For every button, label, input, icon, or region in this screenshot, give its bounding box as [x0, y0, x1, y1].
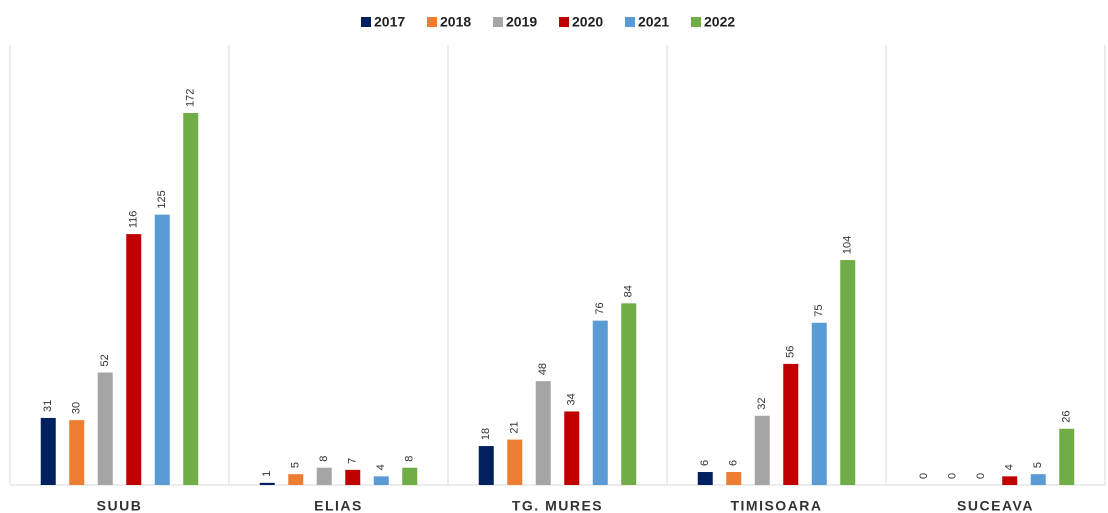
- value-label: 1: [261, 471, 273, 477]
- bar: [697, 472, 713, 485]
- value-label: 7: [347, 458, 359, 464]
- legend-label: 2019: [506, 14, 537, 30]
- bar: [811, 322, 827, 485]
- value-label: 6: [728, 460, 740, 466]
- value-label: 76: [594, 302, 606, 314]
- legend-swatch: [625, 17, 635, 27]
- value-label: 6: [699, 460, 711, 466]
- value-label: 8: [404, 456, 416, 462]
- legend-label: 2020: [572, 14, 603, 30]
- category-label: SUCEAVA: [957, 498, 1034, 513]
- value-label: 30: [71, 402, 83, 414]
- bar: [154, 214, 170, 485]
- bar: [97, 372, 113, 485]
- bar: [183, 113, 199, 485]
- bar: [316, 467, 332, 485]
- value-label: 75: [813, 305, 825, 317]
- bar: [507, 439, 523, 485]
- bar: [402, 467, 418, 485]
- value-label: 21: [509, 421, 521, 433]
- value-label: 34: [566, 393, 578, 405]
- bar: [754, 415, 770, 485]
- category-label: SUUB: [97, 498, 143, 513]
- bar: [564, 411, 580, 485]
- value-label: 56: [785, 346, 797, 358]
- value-label: 4: [375, 464, 387, 470]
- bar: [783, 363, 799, 485]
- value-label: 84: [623, 285, 635, 297]
- bar: [1059, 428, 1075, 485]
- value-label: 116: [128, 211, 140, 229]
- value-label: 26: [1061, 411, 1073, 423]
- value-label: 18: [480, 428, 492, 440]
- legend-label: 2022: [704, 14, 735, 30]
- bar: [478, 446, 494, 485]
- value-label: 31: [42, 400, 54, 412]
- category-label: ELIAS: [314, 498, 363, 513]
- bar: [126, 234, 142, 485]
- value-label: 8: [318, 456, 330, 462]
- value-label: 0: [947, 473, 959, 479]
- legend-swatch: [691, 17, 701, 27]
- bar: [345, 469, 361, 485]
- value-label: 5: [290, 462, 302, 468]
- legend-label: 2017: [374, 14, 405, 30]
- value-label: 0: [918, 473, 930, 479]
- bar: [726, 472, 742, 485]
- bar: [69, 420, 85, 485]
- bar: [40, 417, 56, 485]
- bar: [288, 474, 304, 485]
- value-label: 32: [756, 398, 768, 410]
- bar: [621, 303, 637, 485]
- value-label: 172: [185, 89, 197, 107]
- value-label: 4: [1004, 464, 1016, 470]
- bar: [840, 260, 856, 485]
- bar: [1002, 476, 1018, 485]
- value-label: 5: [1032, 462, 1044, 468]
- bar: [259, 482, 275, 485]
- legend-label: 2021: [638, 14, 669, 30]
- bar: [373, 476, 389, 485]
- value-label: 125: [156, 190, 168, 208]
- legend-swatch: [559, 17, 569, 27]
- legend-swatch: [427, 17, 437, 27]
- category-label: TIMISOARA: [730, 498, 822, 513]
- legend-swatch: [493, 17, 503, 27]
- legend-swatch: [361, 17, 371, 27]
- value-label: 48: [537, 363, 549, 375]
- value-label: 104: [842, 236, 854, 254]
- value-label: 52: [99, 354, 111, 366]
- value-label: 0: [975, 473, 987, 479]
- bar: [1030, 474, 1046, 485]
- bar: [535, 381, 551, 485]
- bar: [592, 320, 608, 485]
- legend-label: 2018: [440, 14, 471, 30]
- category-label: TG. MURES: [512, 498, 603, 513]
